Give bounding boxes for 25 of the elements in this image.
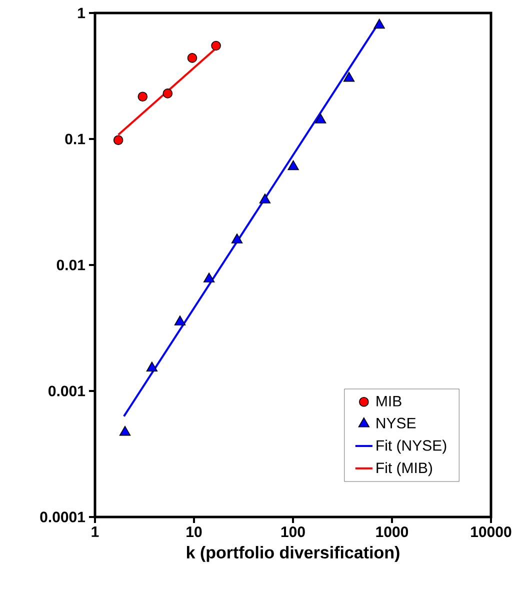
x-tick-label: 1 [92,526,99,537]
y-tick-label: 0.001 [48,386,86,396]
point [314,114,326,124]
point [119,426,131,436]
legend-label: Fit (MIB) [376,462,432,476]
x-tick-label: 1000 [376,526,408,538]
point [343,72,355,82]
legend-label: NYSE [376,418,416,428]
y-tick-label: 0.1 [65,134,86,144]
y-tick-label: 0.01 [56,260,86,270]
point [288,160,299,170]
point [231,234,243,244]
x-tick-label: 10000 [471,526,512,538]
legend-label: MIB [376,396,402,406]
x-axis-title: k (portfolio diversification) [186,546,400,562]
y-tick-label: 1 [78,8,86,18]
x-tick-label: 100 [281,526,305,538]
y-tick-label: 0.0001 [40,512,86,522]
point [259,194,271,204]
x-tick-label: 10 [186,526,202,538]
point [146,362,158,372]
point [374,18,385,29]
legend-label: Fit (NYSE) [376,440,446,454]
point [174,316,186,326]
point [203,272,215,282]
